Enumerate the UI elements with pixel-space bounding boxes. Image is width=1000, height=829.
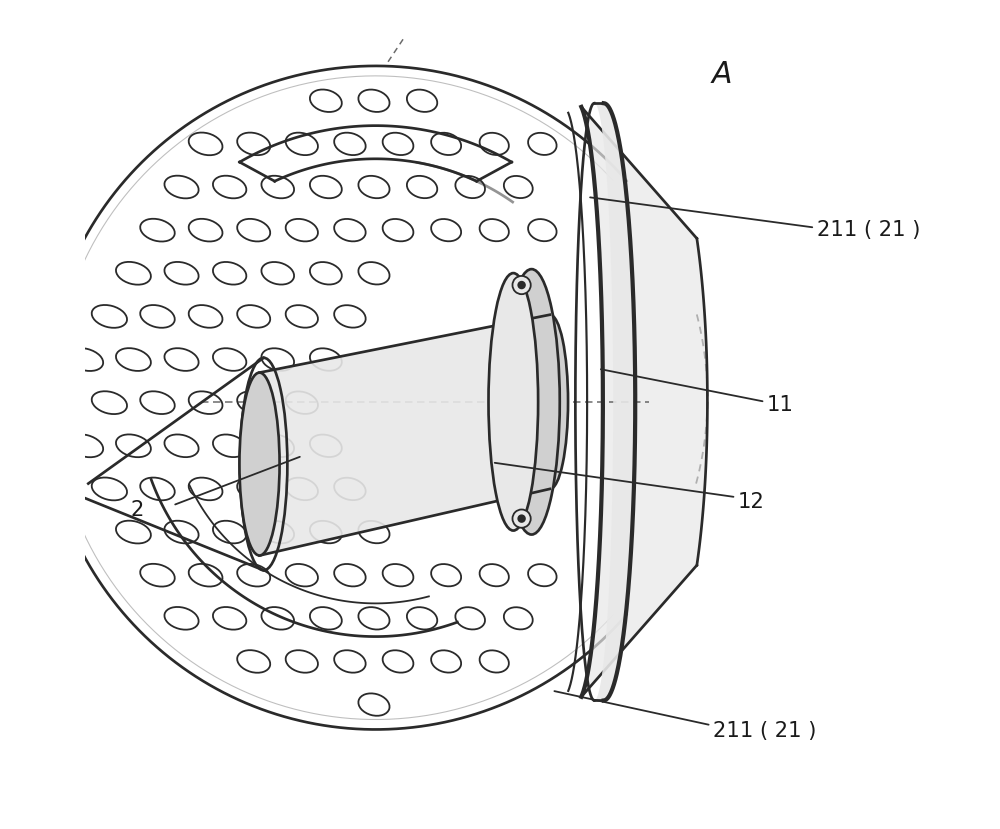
Text: 12: 12 xyxy=(738,492,765,511)
Polygon shape xyxy=(594,104,635,701)
Text: 211 ( 21 ): 211 ( 21 ) xyxy=(817,221,920,240)
Ellipse shape xyxy=(518,516,525,522)
Ellipse shape xyxy=(488,274,538,531)
Ellipse shape xyxy=(518,282,525,288)
Polygon shape xyxy=(581,107,707,697)
Polygon shape xyxy=(259,315,550,555)
Ellipse shape xyxy=(503,269,560,535)
Text: 211 ( 21 ): 211 ( 21 ) xyxy=(713,720,817,740)
Ellipse shape xyxy=(512,510,531,528)
Ellipse shape xyxy=(239,373,280,555)
Text: 2: 2 xyxy=(131,500,144,520)
Ellipse shape xyxy=(512,276,531,294)
Text: 11: 11 xyxy=(767,395,794,414)
Text: A: A xyxy=(711,60,732,89)
Ellipse shape xyxy=(532,315,568,489)
